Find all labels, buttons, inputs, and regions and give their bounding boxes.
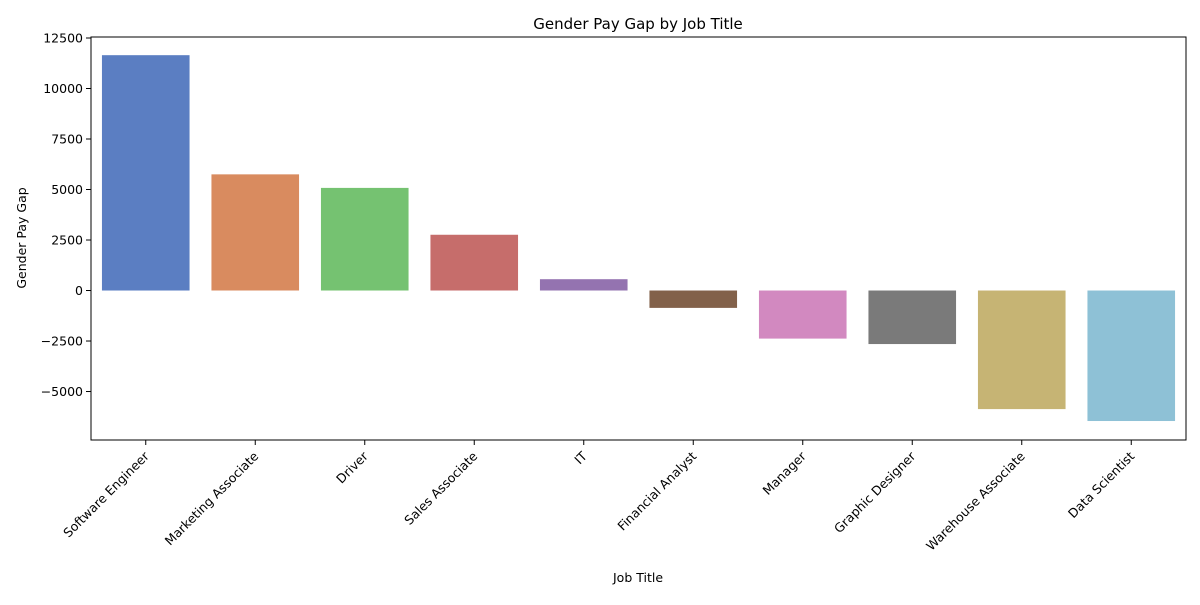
y-axis-label: Gender Pay Gap (14, 187, 29, 288)
bar (868, 290, 957, 345)
x-tick-label: Financial Analyst (614, 448, 699, 533)
bar (977, 290, 1066, 410)
y-tick-label: −2500 (41, 334, 83, 349)
bar (1087, 290, 1176, 422)
y-axis-ticks: −5000 −2500 0 2500 5000 7500 10000 12500 (41, 31, 91, 399)
x-axis-ticks: Software Engineer Marketing Associate Driv… (60, 440, 1137, 553)
y-tick-label: 0 (75, 283, 83, 298)
x-tick-label: Software Engineer (60, 448, 152, 540)
x-tick-label: Manager (760, 448, 810, 498)
y-tick-label: 12500 (43, 31, 83, 46)
bar (101, 55, 190, 291)
x-tick-label: Driver (333, 448, 371, 486)
y-tick-label: 5000 (51, 182, 83, 197)
bar (320, 187, 409, 291)
bars-layer (101, 55, 1176, 422)
bar (430, 234, 519, 291)
chart-title: Gender Pay Gap by Job Title (533, 15, 743, 33)
bar (649, 290, 738, 308)
x-tick-label: Graphic Designer (831, 448, 919, 536)
x-tick-label: Data Scientist (1065, 448, 1138, 521)
y-tick-label: −5000 (41, 384, 83, 399)
x-tick-label: Sales Associate (401, 448, 480, 527)
plot-frame (90, 36, 1187, 441)
bar (539, 279, 628, 291)
y-tick-label: 10000 (43, 81, 83, 96)
bar (758, 290, 847, 339)
bar (211, 174, 300, 291)
x-tick-label: Marketing Associate (162, 448, 262, 548)
x-tick-label: Warehouse Associate (923, 448, 1028, 553)
y-tick-label: 7500 (51, 132, 83, 147)
y-tick-label: 2500 (51, 233, 83, 248)
x-tick-label: IT (571, 448, 590, 467)
x-axis-label: Job Title (612, 570, 663, 585)
